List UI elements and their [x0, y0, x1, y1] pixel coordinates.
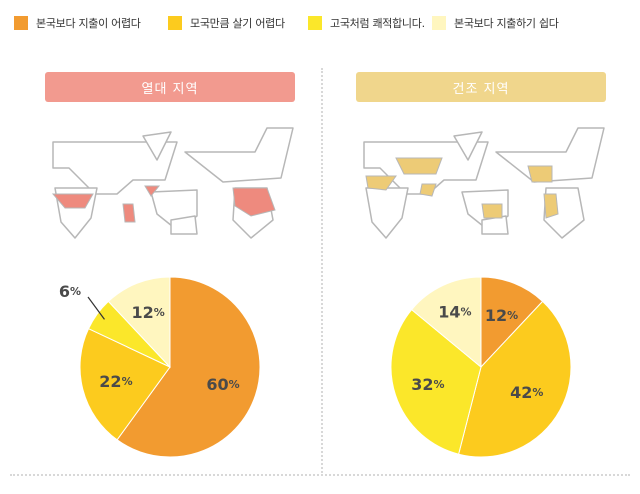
legend-label: 고국처럼 쾌적합니다. — [330, 17, 425, 30]
map-south-america — [365, 187, 409, 239]
panel-title: 건조 지역 — [356, 72, 606, 102]
map-dry-north-america — [395, 157, 443, 175]
pie-label: 22% — [99, 371, 132, 390]
pie-slice — [107, 276, 171, 369]
pie-label: 60% — [206, 375, 239, 394]
map-greenland — [453, 131, 483, 161]
pie-label: 14% — [438, 302, 471, 321]
map-tropical-africa — [122, 203, 136, 223]
world-map-tropical — [51, 127, 294, 239]
legend-item-easier-spending: 본국보다 지출하기 쉽다 — [432, 12, 559, 34]
pie-chart-dry: 12% 42% 32% 14% — [390, 276, 572, 458]
panel-title: 열대 지역 — [45, 72, 295, 102]
map-dry-americas — [365, 175, 397, 191]
map-australia — [481, 215, 509, 235]
pie-slice — [116, 276, 261, 458]
legend: 본국보다 지출이 어렵다 모국만큼 살기 어렵다 고국처럼 쾌적합니다. 본국보… — [14, 12, 630, 34]
legend-swatch — [308, 16, 322, 30]
dry-panel: 건조 지역 12% 42% 32% 14% — [356, 72, 606, 472]
panel-divider — [321, 68, 323, 476]
dry-regions — [365, 157, 559, 219]
pie-slice — [410, 276, 482, 369]
map-dry-asia — [527, 165, 553, 183]
map-tropical-americas — [51, 193, 94, 209]
map-greenland — [142, 131, 172, 161]
legend-item-comfortable: 고국처럼 쾌적합니다. — [308, 12, 425, 34]
legend-item-harder-spending: 본국보다 지출이 어렵다 — [14, 12, 141, 34]
map-tropical-africa-east — [144, 185, 161, 197]
pie-label: 12% — [485, 306, 518, 325]
legend-swatch — [168, 16, 182, 30]
legend-label: 본국보다 지출하기 쉽다 — [454, 17, 559, 30]
bottom-divider — [10, 474, 630, 476]
legend-label: 모국만큼 살기 어렵다 — [190, 17, 285, 30]
world-map-dry — [363, 127, 605, 239]
pie-slice — [458, 300, 572, 458]
pie-slice — [390, 308, 482, 455]
map-dry-australia — [543, 193, 559, 219]
tropical-regions — [51, 185, 276, 223]
legend-swatch — [14, 16, 28, 30]
map-europe-asia — [184, 127, 294, 183]
legend-swatch — [432, 16, 446, 30]
pie-leader-line — [87, 296, 105, 320]
pie-label: 42% — [510, 383, 543, 402]
pie-label: 32% — [411, 375, 444, 394]
pie-label: 12% — [131, 302, 164, 321]
legend-item-hard-to-live: 모국만큼 살기 어렵다 — [168, 12, 285, 34]
tropical-panel: 열대 지역 60% 22% 6% 12% — [45, 72, 295, 472]
map-dry-africa — [481, 203, 503, 219]
map-tropical-asia — [232, 187, 276, 217]
legend-label: 본국보다 지출이 어렵다 — [36, 17, 141, 30]
pie-slice — [480, 276, 544, 369]
map-dry-central — [419, 183, 437, 197]
map-australia — [170, 215, 198, 235]
pie-label: 6% — [59, 282, 81, 301]
pie-chart-tropical: 60% 22% 6% 12% — [59, 276, 261, 458]
map-north-america — [52, 141, 178, 195]
